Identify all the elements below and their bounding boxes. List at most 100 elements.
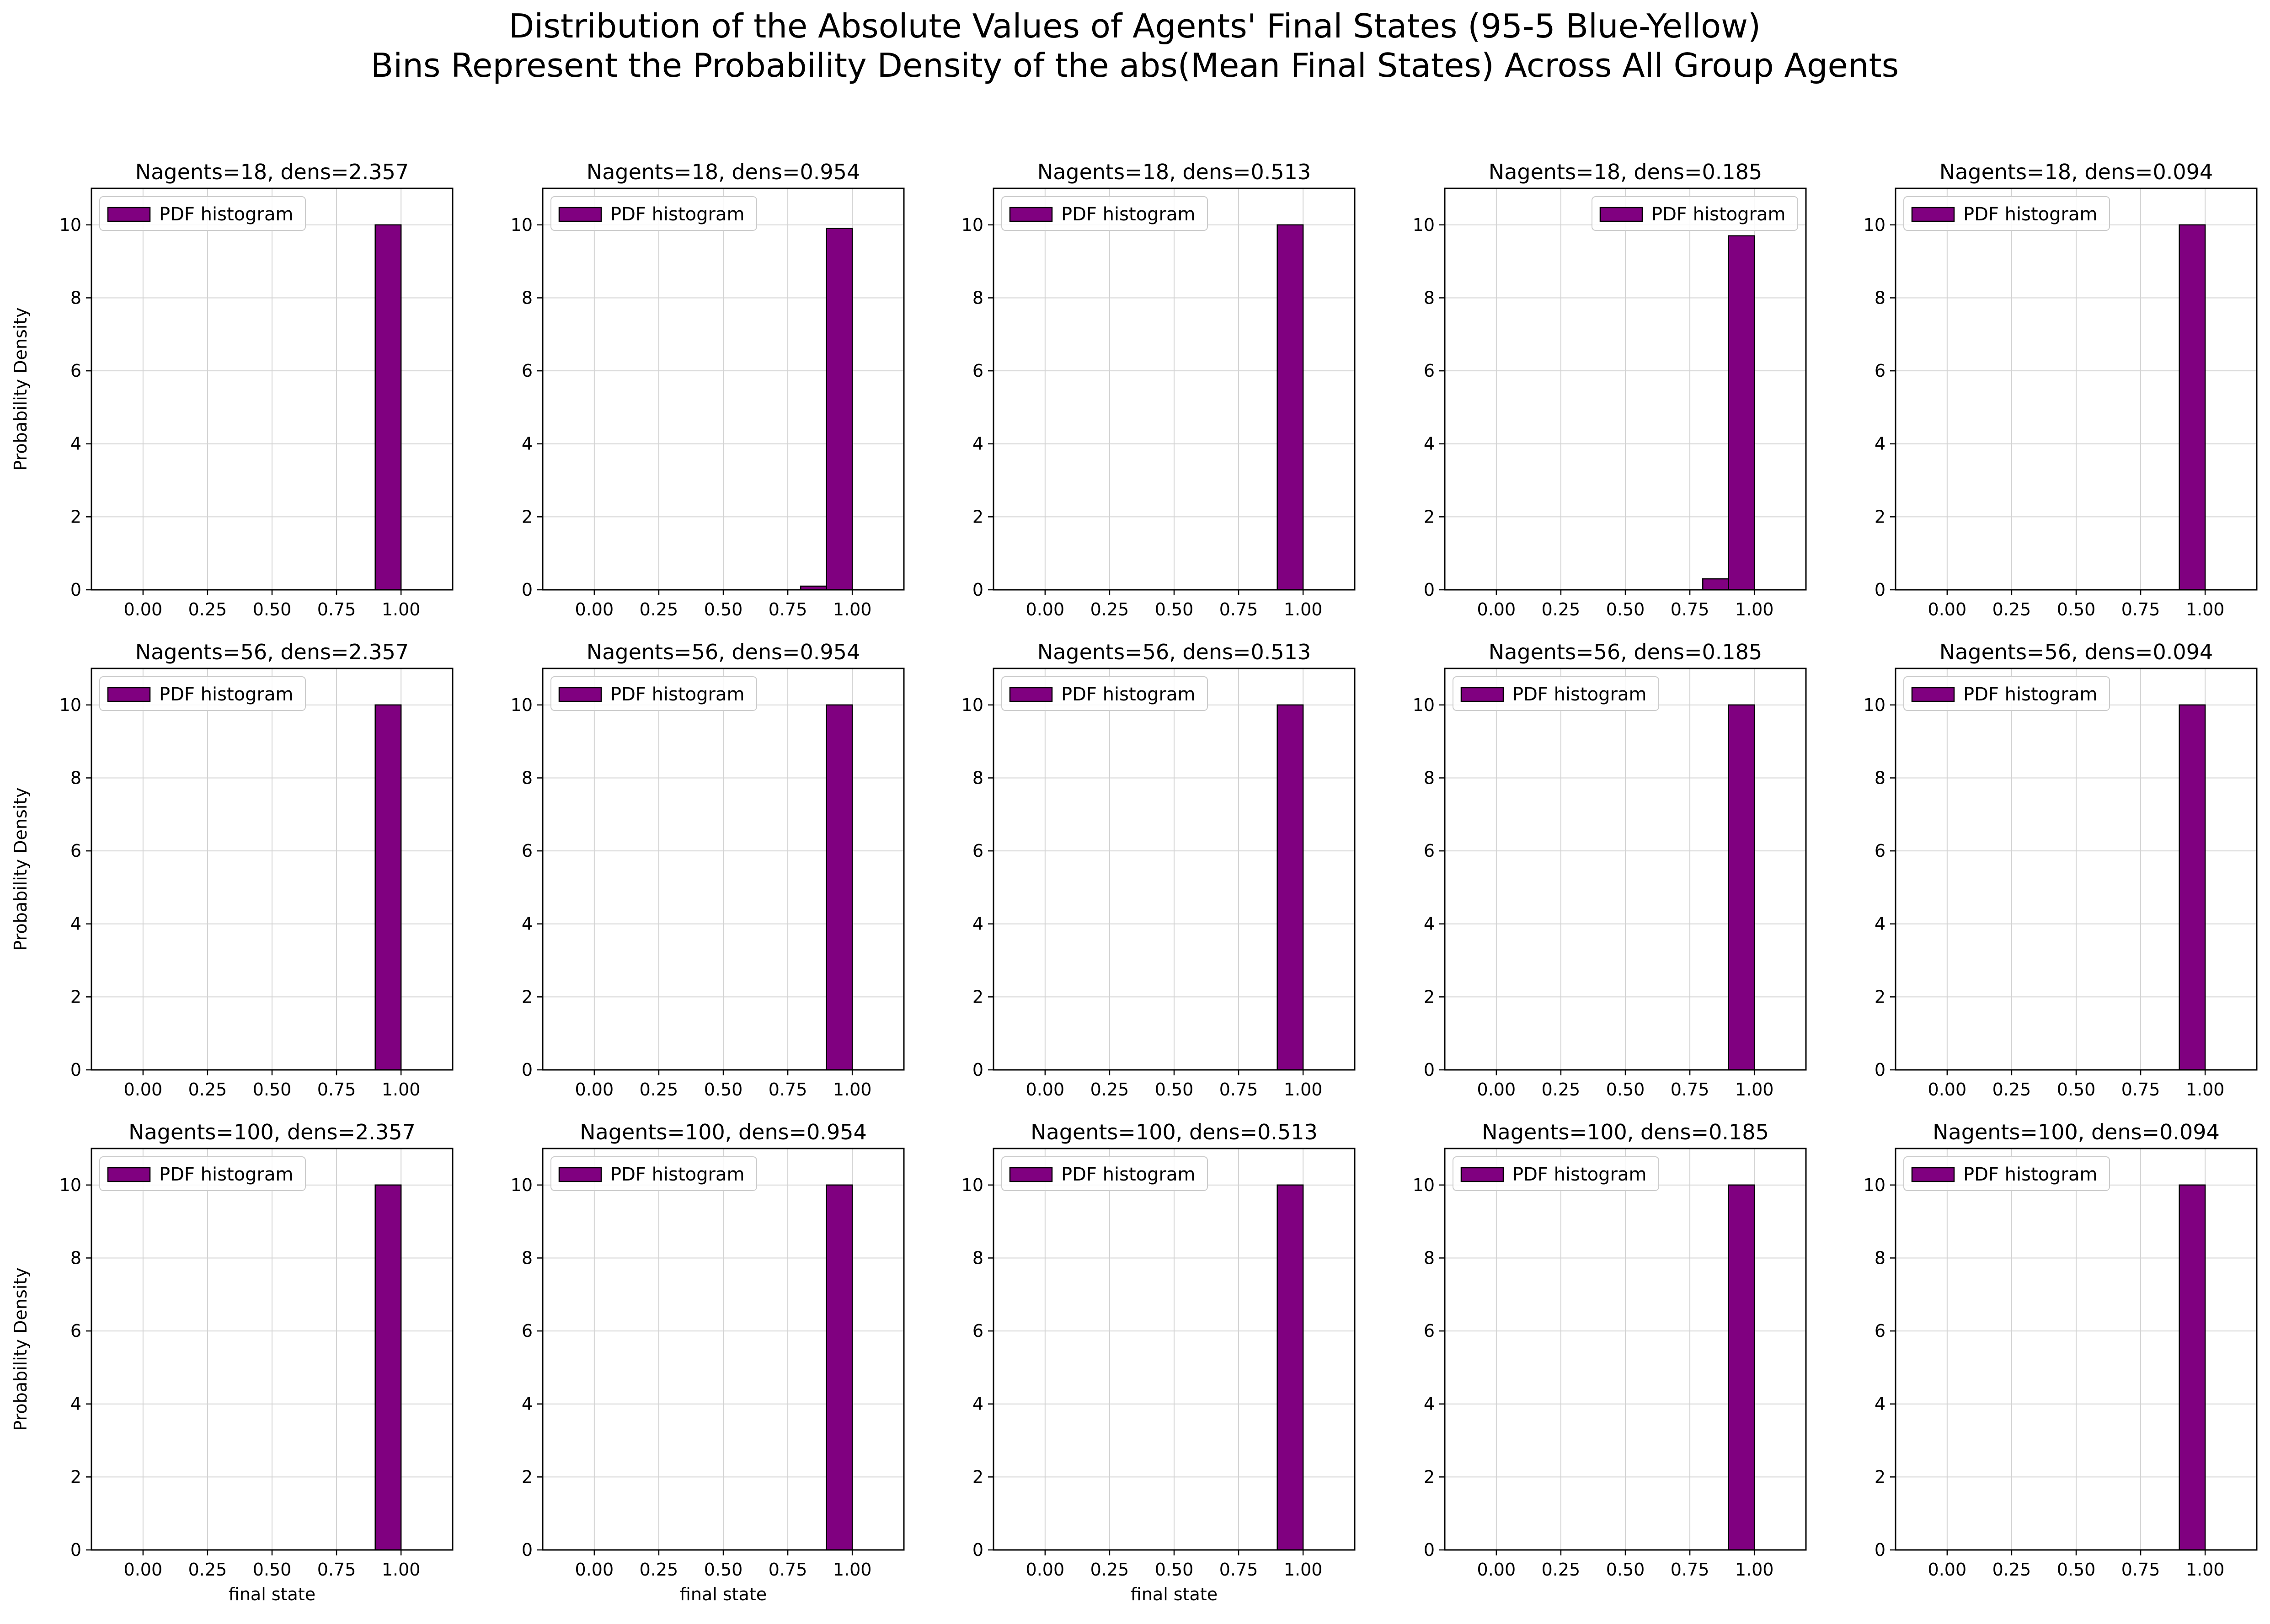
x-tick-label: 0.25	[1542, 1079, 1581, 1100]
x-tick-label: 0.75	[1671, 599, 1709, 620]
x-tick-label: 0.50	[1155, 1560, 1194, 1580]
y-tick-label: 6	[522, 1321, 533, 1341]
y-tick-label: 2	[70, 507, 81, 527]
x-tick-label: 0.25	[1542, 1560, 1581, 1580]
x-tick-label: 0.00	[575, 599, 614, 620]
y-tick-label: 6	[1424, 841, 1435, 861]
x-tick-label: 0.50	[1606, 1079, 1645, 1100]
x-tick-label: 0.25	[188, 1560, 227, 1580]
legend-label: PDF histogram	[1963, 1164, 2097, 1185]
subplot: 0.00 0.25 0.50 0.75 1.00 0 2 4 6 8 10 Nagents=100, …	[961, 1120, 1356, 1604]
y-tick-label: 0	[972, 1540, 983, 1560]
x-tick-label: 1.00	[833, 599, 872, 620]
legend: PDF histogram	[1903, 676, 2110, 711]
y-tick-label: 4	[1875, 434, 1885, 454]
y-tick-label: 4	[972, 434, 983, 454]
y-tick-label: 4	[1875, 914, 1885, 934]
subplot: 0.00 0.25 0.50 0.75 1.00 0 2 4 6 8 10 Nagents=18, d…	[961, 160, 1356, 620]
legend-box	[1903, 676, 2110, 711]
x-tick-label: 0.50	[704, 1560, 743, 1580]
y-tick-label: 2	[972, 987, 983, 1007]
y-tick-label: 4	[1875, 1394, 1885, 1414]
x-tick-label: 0.50	[253, 599, 292, 620]
x-tick-label: 0.00	[575, 1079, 614, 1100]
histogram-bar	[826, 1184, 853, 1551]
y-tick-label: 4	[1424, 914, 1435, 934]
legend-label: PDF histogram	[1512, 684, 1646, 705]
x-tick-label: 0.00	[1026, 1560, 1065, 1580]
y-tick-label: 0	[1875, 1060, 1885, 1080]
subplot-title: Nagents=100, dens=2.357	[128, 1120, 416, 1144]
x-tick-label: 0.25	[1542, 599, 1581, 620]
y-tick-label: 6	[70, 841, 81, 861]
y-tick-label: 4	[522, 1394, 533, 1414]
x-tick-label: 0.50	[704, 1079, 743, 1100]
legend-box	[99, 1156, 306, 1191]
subplot-title: Nagents=56, dens=0.185	[1489, 640, 1762, 664]
y-tick-label: 8	[972, 288, 983, 308]
y-tick-label: 2	[1424, 507, 1435, 527]
y-tick-label: 8	[70, 768, 81, 788]
y-tick-label: 2	[1875, 1467, 1885, 1487]
subplot: 0.00 0.25 0.50 0.75 1.00 0 2 4 6 8 10 Nagents=56, d…	[1864, 640, 2258, 1100]
y-tick-label: 10	[1864, 695, 1885, 715]
x-tick-label: 0.75	[769, 599, 807, 620]
subplot: 0.00 0.25 0.50 0.75 1.00 0 2 4 6 8 10 Nagents=18, d…	[1413, 160, 1807, 620]
y-tick-label: 10	[511, 695, 533, 715]
x-tick-label: 0.75	[2121, 599, 2160, 620]
x-tick-label: 1.00	[2186, 599, 2225, 620]
x-tick-label: 0.50	[2057, 1079, 2096, 1100]
x-axis-label: final state	[229, 1584, 315, 1604]
y-tick-label: 0	[522, 1060, 533, 1080]
subplot-title: Nagents=100, dens=0.185	[1482, 1120, 1769, 1144]
y-tick-label: 2	[70, 987, 81, 1007]
x-tick-label: 1.00	[382, 1560, 421, 1580]
x-tick-label: 0.75	[2121, 1560, 2160, 1580]
x-tick-label: 0.25	[1992, 1560, 2031, 1580]
y-axis-label: Probability Density	[11, 307, 31, 470]
y-tick-label: 4	[70, 914, 81, 934]
x-tick-label: 0.75	[317, 1079, 356, 1100]
subplot: 0.00 0.25 0.50 0.75 1.00 0 2 4 6 8 10 Nagents=18, d…	[511, 160, 905, 620]
y-tick-label: 4	[1424, 1394, 1435, 1414]
subplot-title: Nagents=18, dens=0.185	[1489, 160, 1762, 184]
x-tick-label: 0.50	[253, 1079, 292, 1100]
y-tick-label: 6	[1875, 841, 1885, 861]
histogram-bar	[826, 228, 853, 591]
legend-label: PDF histogram	[1061, 684, 1195, 705]
legend-label: PDF histogram	[1061, 1164, 1195, 1185]
y-tick-label: 10	[1413, 1175, 1435, 1195]
x-tick-label: 0.25	[1992, 599, 2031, 620]
y-tick-label: 2	[1875, 987, 1885, 1007]
legend: PDF histogram	[1903, 196, 2110, 231]
y-tick-label: 0	[522, 1540, 533, 1560]
y-tick-label: 6	[70, 1321, 81, 1341]
legend-label: PDF histogram	[159, 1164, 293, 1185]
y-tick-label: 10	[961, 695, 983, 715]
legend: PDF histogram	[1001, 1156, 1208, 1191]
y-tick-label: 0	[1875, 1540, 1885, 1560]
y-tick-label: 6	[1875, 1321, 1885, 1341]
histogram-bar	[1277, 704, 1304, 1071]
x-tick-label: 0.25	[640, 599, 678, 620]
legend-label: PDF histogram	[1963, 204, 2097, 225]
y-tick-label: 8	[70, 288, 81, 308]
histogram-bar	[2179, 704, 2206, 1071]
legend-box	[99, 196, 306, 231]
y-tick-label: 8	[1875, 768, 1885, 788]
x-tick-label: 1.00	[1284, 599, 1323, 620]
legend-box	[1453, 676, 1659, 711]
subplot-title: Nagents=18, dens=0.954	[587, 160, 860, 184]
x-tick-label: 0.50	[1155, 1079, 1194, 1100]
x-tick-label: 0.50	[253, 1560, 292, 1580]
y-tick-label: 2	[522, 987, 533, 1007]
x-tick-label: 1.00	[382, 1079, 421, 1100]
x-tick-label: 0.75	[317, 599, 356, 620]
legend-swatch	[1009, 207, 1053, 222]
subplot: 0.00 0.25 0.50 0.75 1.00 0 2 4 6 8 10 Nagents=56, d…	[1413, 640, 1807, 1100]
x-tick-label: 1.00	[1735, 599, 1774, 620]
y-tick-label: 2	[522, 507, 533, 527]
subplot: 0.00 0.25 0.50 0.75 1.00 0 2 4 6 8 10 Nagents=56, d…	[511, 640, 905, 1100]
x-tick-label: 0.75	[1671, 1560, 1709, 1580]
legend-label: PDF histogram	[1963, 684, 2097, 705]
